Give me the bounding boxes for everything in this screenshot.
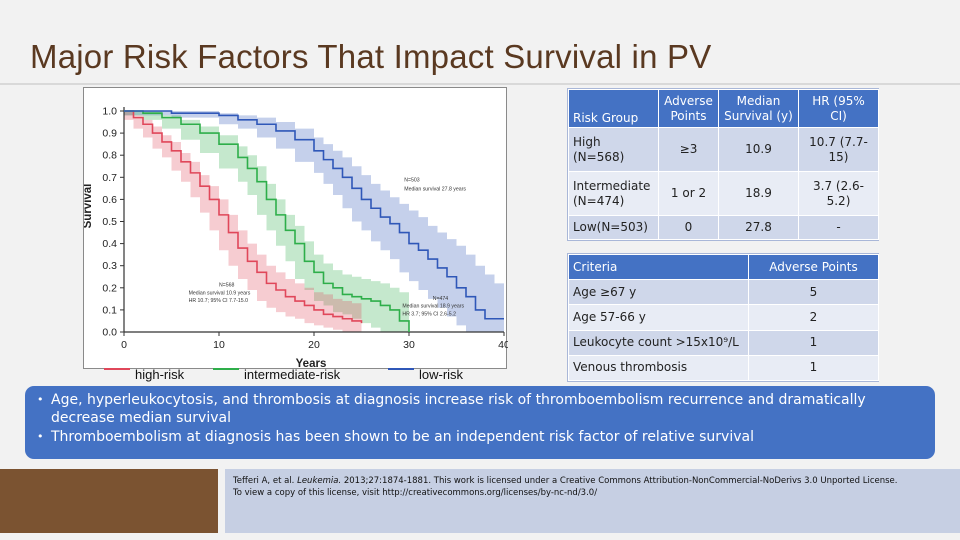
y-tick-label: 0.8 — [102, 150, 117, 162]
chart-annotation: HR 3.7; 95% CI 2.6-5.2 — [402, 311, 456, 317]
chart-annotation: N=503 — [404, 178, 420, 184]
table-row: Venous thrombosis 1 — [568, 354, 879, 382]
survival-line-intermediate-risk — [124, 110, 410, 332]
table-cell: 1 or 2 — [658, 171, 719, 216]
table-cell: 2 — [748, 304, 879, 331]
x-axis-label: Years — [296, 358, 327, 370]
y-tick-label: 0.1 — [102, 304, 117, 316]
criteria-table: Criteria Adverse Points Age ≥67 y 5 Age … — [567, 253, 879, 382]
table-row: Age ≥67 y 5 — [568, 278, 879, 306]
ci-band-high-risk — [124, 111, 362, 332]
risk-table-header: Median Survival (y) — [718, 89, 799, 128]
legend-item-high-risk: high-risk — [104, 367, 184, 382]
y-axis-label: Survival — [84, 184, 94, 229]
legend-swatch-high-risk — [104, 367, 130, 370]
legend-swatch-low-risk — [388, 367, 414, 370]
bullet-text: Thromboembolism at diagnosis has been sh… — [51, 429, 754, 445]
citation-footer: Tefferi A, et al. Leukemia. 2013;27:1874… — [225, 469, 960, 533]
chart-legend: high-risk intermediate-risk low-risk — [104, 367, 524, 385]
table-cell: 3.7 (2.6-5.2) — [798, 171, 879, 216]
table-cell: 27.8 — [718, 215, 799, 240]
x-tick-label: 40 — [498, 339, 508, 351]
key-points-box: • Age, hyperleukocytosis, and thrombosis… — [25, 386, 935, 459]
risk-table-header: Adverse Points — [658, 89, 719, 128]
table-row: Intermediate (N=474) 1 or 2 18.9 3.7 (2.… — [568, 171, 879, 216]
chart-annotation: Median survival 10.9 years — [189, 290, 251, 296]
table-cell: 18.9 — [718, 171, 799, 216]
x-tick-label: 20 — [308, 339, 320, 351]
risk-group-table: Risk Group Adverse Points Median Surviva… — [567, 88, 879, 241]
citation-journal: Leukemia. — [297, 476, 342, 486]
table-cell: Intermediate (N=474) — [568, 171, 659, 216]
bullet-item: • Thromboembolism at diagnosis has been … — [37, 428, 923, 446]
y-tick-label: 0.6 — [102, 194, 117, 206]
chart-annotation: Median survival 27.8 years — [404, 187, 466, 193]
criteria-table-header: Criteria — [568, 254, 749, 280]
table-row: Age 57-66 y 2 — [568, 304, 879, 331]
table-cell: Age ≥67 y — [568, 278, 749, 306]
survival-chart: 0.0 0.1 0.2 0.3 0.4 0.5 0.6 0.7 0.8 0.9 1.0 0 10 20 30… — [83, 87, 508, 371]
table-cell: Venous thrombosis — [568, 354, 749, 382]
table-row: High (N=568) ≥3 10.9 10.7 (7.7-15) — [568, 127, 879, 172]
table-row: Low(N=503) 0 27.8 - — [568, 215, 879, 240]
chart-annotation: N=568 — [219, 283, 235, 289]
chart-annotation: HR 10.7; 95% CI 7.7-15.0 — [189, 298, 249, 304]
ci-band-low-risk — [124, 111, 504, 332]
y-tick-label: 0.2 — [102, 282, 117, 294]
y-tick-label: 0.5 — [102, 216, 117, 228]
survival-line-high-risk — [124, 110, 363, 324]
y-tick-label: 1.0 — [102, 106, 117, 118]
table-cell: 1 — [748, 329, 879, 356]
table-cell: - — [798, 215, 879, 240]
table-cell: High (N=568) — [568, 127, 659, 172]
legend-item-low-risk: low-risk — [388, 367, 463, 382]
table-cell: Low(N=503) — [568, 215, 659, 240]
citation-line-1: Tefferi A, et al. Leukemia. 2013;27:1874… — [233, 475, 952, 487]
citation-authors: Tefferi A, et al. — [233, 476, 295, 486]
y-tick-label: 0.0 — [102, 327, 117, 339]
citation-details: 2013;27:1874-1881. This work is licensed… — [343, 476, 898, 486]
risk-table-header: HR (95% CI) — [798, 89, 879, 128]
y-tick-label: 0.9 — [102, 128, 117, 140]
legend-item-intermediate-risk: intermediate-risk — [213, 367, 340, 382]
x-tick-label: 10 — [213, 339, 225, 351]
table-cell: ≥3 — [658, 127, 719, 172]
bullet-dot: • — [37, 393, 44, 406]
risk-table-header: Risk Group — [568, 89, 659, 128]
bullet-text: Age, hyperleukocytosis, and thrombosis a… — [51, 392, 866, 426]
y-tick-label: 0.7 — [102, 172, 117, 184]
table-row: Leukocyte count >15x10⁹/L 1 — [568, 329, 879, 356]
table-cell: Leukocyte count >15x10⁹/L — [568, 329, 749, 356]
legend-label-intermediate-risk: intermediate-risk — [244, 367, 341, 382]
table-cell: 1 — [748, 354, 879, 382]
survival-chart-svg: 0.0 0.1 0.2 0.3 0.4 0.5 0.6 0.7 0.8 0.9 1.0 0 10 20 30… — [84, 106, 508, 371]
y-tick-label: 0.3 — [102, 260, 117, 272]
y-tick-label: 0.4 — [102, 238, 117, 250]
x-tick-label: 30 — [403, 339, 415, 351]
criteria-table-header: Adverse Points — [748, 254, 879, 280]
x-tick-label: 0 — [121, 339, 127, 351]
legend-swatch-intermediate-risk — [213, 367, 239, 370]
table-cell: Age 57-66 y — [568, 304, 749, 331]
chart-annotation: N=474 — [433, 296, 449, 302]
citation-line-2: To view a copy of this license, visit ht… — [233, 488, 598, 498]
table-cell: 0 — [658, 215, 719, 240]
table-cell: 10.7 (7.7-15) — [798, 127, 879, 172]
chart-annotation: Median survival 18.9 years — [402, 304, 464, 310]
ci-band-intermediate-risk — [124, 111, 409, 332]
footer-accent-block — [0, 469, 218, 533]
legend-label-high-risk: high-risk — [135, 367, 185, 382]
legend-label-low-risk: low-risk — [419, 367, 464, 382]
survival-line-low-risk — [124, 110, 504, 320]
table-cell: 10.9 — [718, 127, 799, 172]
table-cell: 5 — [748, 278, 879, 306]
slide-title: Major Risk Factors That Impact Survival … — [30, 38, 712, 75]
bullet-dot: • — [37, 430, 44, 443]
title-divider — [0, 83, 960, 85]
bullet-item: • Age, hyperleukocytosis, and thrombosis… — [37, 391, 923, 427]
